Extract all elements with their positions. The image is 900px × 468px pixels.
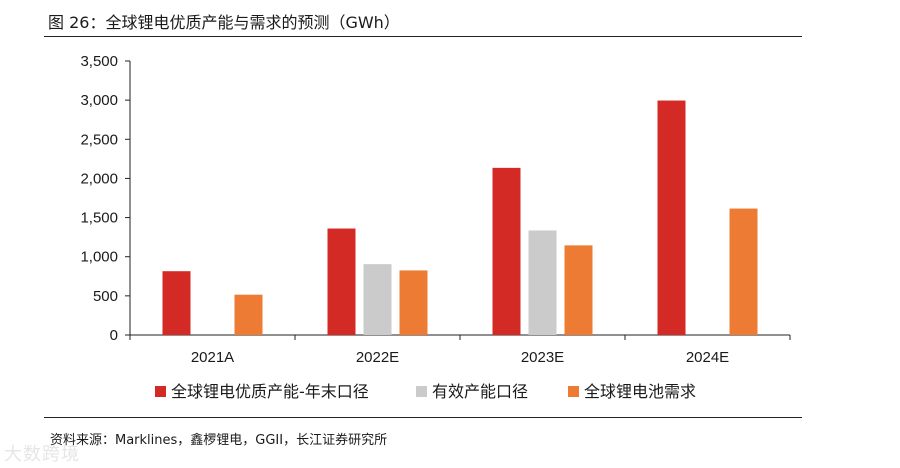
bar-3-2024E [729, 208, 758, 335]
bar-1-2023E [492, 167, 521, 335]
chart-legend: 全球锂电优质产能-年末口径 有效产能口径 全球锂电池需求 [155, 382, 696, 401]
chart-bars [162, 100, 758, 335]
legend-swatch-3 [568, 386, 579, 397]
y-tick-label: 3,500 [80, 53, 118, 70]
chart-axes [125, 60, 791, 340]
legend-label-1: 全球锂电优质产能-年末口径 [171, 382, 369, 401]
bar-3-2022E [399, 270, 428, 335]
legend-swatch-2 [416, 386, 427, 397]
bar-1-2022E [327, 228, 356, 335]
bar-2-2023E [528, 230, 557, 335]
x-tick-label: 2022E [356, 349, 399, 366]
y-tick-label: 2,500 [80, 131, 118, 148]
bar-1-2024E [657, 100, 686, 335]
bar-2-2022E [363, 264, 392, 335]
y-tick-label: 2,000 [80, 170, 118, 187]
x-tick-label: 2024E [686, 349, 729, 366]
x-tick-label: 2023E [521, 349, 564, 366]
legend-label-3: 全球锂电池需求 [584, 382, 696, 401]
source-divider [44, 417, 802, 418]
watermark: 大数跨境 [4, 444, 80, 465]
page-title: 图 26：全球锂电优质产能与需求的预测（GWh） [48, 13, 400, 32]
y-tick-label: 0 [110, 327, 118, 344]
source-note: 资料来源：Marklines，鑫椤锂电，GGII，长江证券研究所 [50, 433, 388, 448]
bar-3-2023E [564, 245, 593, 335]
y-axis-tick-labels: 0 500 1,000 1,500 2,000 2,500 3,000 3,500 [80, 53, 118, 344]
bar-1-2021A [162, 271, 191, 335]
y-tick-label: 1,500 [80, 210, 118, 227]
legend-label-2: 有效产能口径 [432, 382, 528, 401]
x-tick-label: 2021A [191, 349, 234, 366]
bar-3-2021A [234, 294, 263, 335]
y-tick-label: 3,000 [80, 92, 118, 109]
legend-swatch-1 [155, 386, 166, 397]
title-divider [44, 36, 802, 37]
y-tick-label: 500 [93, 288, 118, 305]
y-tick-label: 1,000 [80, 249, 118, 266]
x-axis-tick-labels: 2021A 2022E 2023E 2024E [191, 349, 729, 366]
